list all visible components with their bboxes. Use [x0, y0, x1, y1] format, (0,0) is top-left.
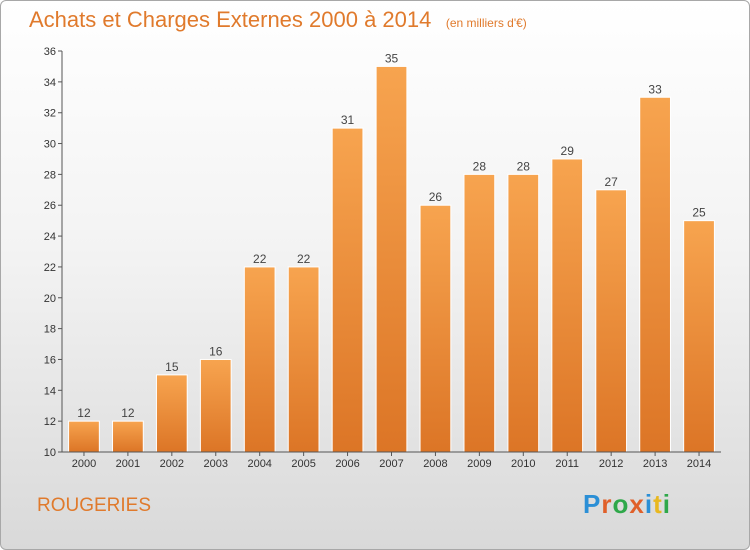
bar-2003	[199, 358, 232, 453]
x-tick-label-2005: 2005	[291, 458, 315, 470]
y-tick-label-16: 16	[44, 354, 56, 366]
data-label-2010: 28	[517, 159, 531, 173]
commune-name: ROUGERIES	[37, 495, 152, 516]
x-tick-label-2008: 2008	[423, 458, 447, 470]
data-label-2000: 12	[77, 406, 91, 420]
logo-letter: i	[644, 489, 654, 519]
bar-2014	[683, 220, 715, 453]
chart-subtitle: (en milliers d'€)	[445, 16, 527, 30]
chart-title: Achats et Charges Externes 2000 à 2014	[29, 7, 432, 32]
x-tick-label-2004: 2004	[247, 458, 271, 470]
data-label-2009: 28	[473, 159, 487, 173]
logo-letter: t	[653, 489, 663, 519]
bars-group: 12 12 15 16 22 22 31 35 26 28 28 29 27 33 25	[68, 51, 715, 453]
data-label-2002: 15	[165, 360, 179, 374]
x-tick-label-2011: 2011	[555, 458, 579, 470]
y-tick-label-18: 18	[44, 324, 56, 336]
y-tick-label-28: 28	[44, 169, 56, 181]
y-tick-label-12: 12	[44, 416, 56, 428]
data-label-2001: 12	[121, 406, 135, 420]
bar-2012	[595, 189, 628, 453]
y-tick-label-34: 34	[44, 77, 56, 89]
data-label-2013: 33	[648, 82, 662, 96]
data-label-2007: 35	[385, 51, 399, 65]
logo-letter: x	[629, 489, 645, 519]
x-tick-label-2007: 2007	[379, 458, 403, 470]
bar-2011	[551, 158, 584, 453]
bar-2008	[419, 204, 452, 453]
data-label-2012: 27	[604, 175, 618, 189]
logo-letter: i	[662, 489, 671, 519]
data-label-2006: 31	[341, 113, 355, 127]
data-label-2011: 29	[561, 144, 575, 158]
x-tick-label-2014: 2014	[687, 458, 711, 470]
bar-2004	[243, 266, 276, 453]
y-tick-label-32: 32	[44, 108, 56, 120]
x-tick-label-2012: 2012	[599, 458, 623, 470]
x-tick-label-2001: 2001	[116, 458, 140, 470]
bar-2013	[639, 96, 671, 453]
axes-group: 2000 2001 2002 2003 2004 2005 2006 2007 2008 2009…	[44, 46, 721, 470]
x-tick-label-2002: 2002	[160, 458, 184, 470]
logo-letter: P	[583, 489, 602, 519]
x-tick-label-2010: 2010	[511, 458, 535, 470]
bar-2005	[287, 266, 320, 453]
x-tick-label-2003: 2003	[204, 458, 228, 470]
title-row: Achats et Charges Externes 2000 à 2014 (…	[29, 7, 527, 33]
x-tick-label-2000: 2000	[72, 458, 96, 470]
bar-2001	[112, 420, 144, 453]
y-tick-label-14: 14	[44, 385, 56, 397]
x-tick-label-2009: 2009	[467, 458, 491, 470]
y-tick-label-22: 22	[44, 262, 56, 274]
data-label-2004: 22	[253, 252, 267, 266]
bar-2000	[68, 420, 100, 453]
data-label-2003: 16	[209, 344, 223, 358]
y-tick-label-36: 36	[44, 46, 56, 58]
bar-2002	[155, 374, 188, 453]
bar-2007	[375, 65, 408, 453]
logo-letter: o	[612, 489, 630, 519]
data-label-2005: 22	[297, 252, 311, 266]
y-tick-label-30: 30	[44, 139, 56, 151]
bar-2006	[331, 127, 364, 453]
bar-2010	[507, 173, 540, 453]
x-tick-label-2013: 2013	[643, 458, 667, 470]
y-tick-label-24: 24	[44, 231, 56, 243]
y-tick-label-10: 10	[44, 447, 56, 459]
y-tick-label-20: 20	[44, 293, 56, 305]
data-label-2014: 25	[692, 206, 706, 220]
bar-2009	[463, 173, 496, 453]
y-tick-label-26: 26	[44, 200, 56, 212]
x-tick-label-2006: 2006	[335, 458, 359, 470]
proxiti-logo: Proxiti	[583, 489, 671, 520]
logo-letter: r	[601, 489, 613, 519]
data-label-2008: 26	[429, 190, 443, 204]
